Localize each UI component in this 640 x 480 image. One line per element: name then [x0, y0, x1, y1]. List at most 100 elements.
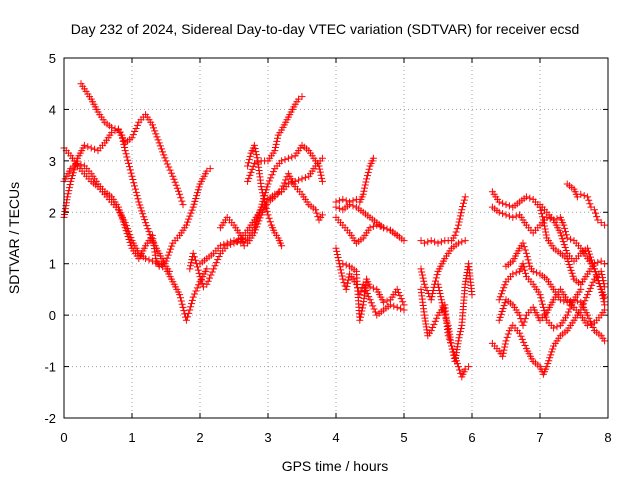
data-point — [369, 154, 377, 162]
data-point — [316, 168, 324, 176]
data-point — [318, 211, 326, 219]
data-point — [465, 363, 473, 371]
data-point — [160, 151, 168, 159]
data-point — [176, 190, 184, 198]
data-point — [443, 318, 451, 326]
x-tick-label: 4 — [332, 430, 339, 445]
data-point — [423, 286, 431, 294]
data-point — [318, 174, 326, 182]
y-tick-label: 3 — [49, 154, 56, 169]
data-point — [523, 253, 531, 261]
data-point — [587, 253, 595, 261]
data-point — [503, 333, 511, 341]
y-tick-labels: -2 -1 0 1 2 3 4 5 — [44, 51, 56, 426]
data-point — [553, 323, 561, 331]
data-point — [456, 212, 464, 220]
data-point — [227, 238, 235, 246]
data-point — [538, 210, 546, 218]
data-point — [124, 156, 132, 164]
data-point — [246, 171, 254, 179]
data-point — [424, 238, 432, 246]
data-points — [60, 80, 609, 381]
data-point — [259, 189, 267, 197]
data-point — [522, 193, 530, 201]
data-point — [127, 241, 135, 249]
data-point — [187, 209, 195, 217]
data-point — [206, 165, 214, 173]
data-point — [468, 291, 476, 299]
chart-title: Day 232 of 2024, Sidereal Day-to-day VTE… — [71, 21, 580, 37]
data-point — [246, 152, 254, 160]
data-point — [455, 334, 463, 342]
data-point — [500, 302, 508, 310]
data-point — [249, 162, 257, 170]
data-point — [399, 298, 407, 306]
data-point — [589, 323, 597, 331]
data-point — [261, 201, 269, 209]
data-point — [263, 183, 271, 191]
data-point — [588, 320, 596, 328]
data-point — [333, 247, 341, 255]
data-point — [501, 281, 509, 289]
data-point — [65, 187, 73, 195]
data-point — [129, 176, 137, 183]
data-point — [133, 192, 141, 200]
data-point — [427, 296, 435, 304]
data-point — [369, 302, 377, 310]
data-point — [566, 305, 574, 313]
data-point — [315, 162, 323, 170]
data-point — [504, 330, 512, 338]
data-point — [458, 238, 466, 246]
data-point — [337, 269, 345, 277]
data-point — [438, 299, 446, 307]
data-point — [499, 349, 507, 357]
data-point — [121, 147, 129, 155]
data-point — [280, 179, 288, 187]
data-point — [544, 360, 552, 368]
data-point — [363, 175, 371, 183]
data-point — [439, 305, 447, 313]
data-point — [366, 296, 374, 304]
data-point — [431, 238, 439, 246]
data-point — [191, 290, 199, 298]
data-point — [499, 305, 507, 313]
data-point — [433, 271, 441, 279]
data-point — [313, 209, 321, 217]
data-point — [542, 313, 550, 321]
data-point — [550, 216, 558, 224]
data-point — [581, 297, 589, 305]
data-point — [125, 235, 133, 243]
data-point — [550, 324, 558, 332]
data-point — [342, 261, 350, 269]
data-point — [383, 297, 391, 305]
data-point — [69, 172, 76, 180]
data-point — [185, 215, 193, 223]
data-point — [188, 296, 196, 304]
data-point — [557, 232, 565, 240]
data-point — [274, 189, 282, 197]
data-point — [163, 160, 171, 168]
x-tick-label: 0 — [60, 430, 67, 445]
data-point — [274, 134, 282, 142]
data-point — [590, 206, 598, 214]
data-point — [67, 177, 75, 185]
data-point — [577, 285, 585, 293]
data-point — [427, 327, 435, 335]
data-point — [167, 169, 175, 177]
data-point — [435, 283, 443, 291]
data-point — [254, 220, 262, 228]
data-point — [179, 201, 187, 209]
data-point — [335, 197, 343, 205]
data-point — [359, 304, 367, 312]
data-point — [130, 179, 138, 187]
data-point — [244, 159, 252, 167]
data-point — [501, 340, 509, 348]
data-point — [434, 239, 442, 247]
plot-frame — [63, 57, 609, 419]
x-tick-label: 5 — [400, 430, 407, 445]
data-point — [342, 197, 350, 205]
data-point — [189, 203, 197, 211]
data-point — [437, 238, 445, 246]
data-point — [91, 145, 99, 153]
data-point — [170, 175, 178, 183]
